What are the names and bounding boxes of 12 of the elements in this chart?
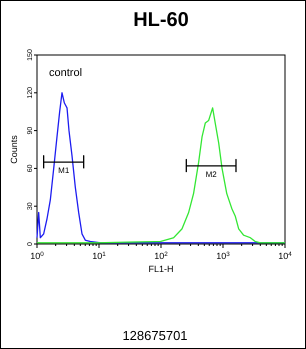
x-tick-label: 10$^{4}$ bbox=[278, 250, 292, 261]
chart-title: HL-60 bbox=[133, 9, 189, 31]
x-tick-label: 10$^{0}$ bbox=[30, 250, 44, 261]
y-axis-title: Counts bbox=[9, 134, 19, 164]
x-tick-label: 10$^{2}$ bbox=[154, 250, 168, 261]
annotation: M1 bbox=[58, 166, 70, 176]
x-tick-label: 10$^{1}$ bbox=[92, 250, 106, 261]
x-tick-label: 10$^{3}$ bbox=[216, 250, 230, 261]
text: 128675701 bbox=[122, 328, 188, 343]
annotation: control bbox=[49, 67, 82, 79]
annotation: M2 bbox=[206, 170, 218, 179]
x-axis-title: FL1-H bbox=[148, 264, 174, 274]
